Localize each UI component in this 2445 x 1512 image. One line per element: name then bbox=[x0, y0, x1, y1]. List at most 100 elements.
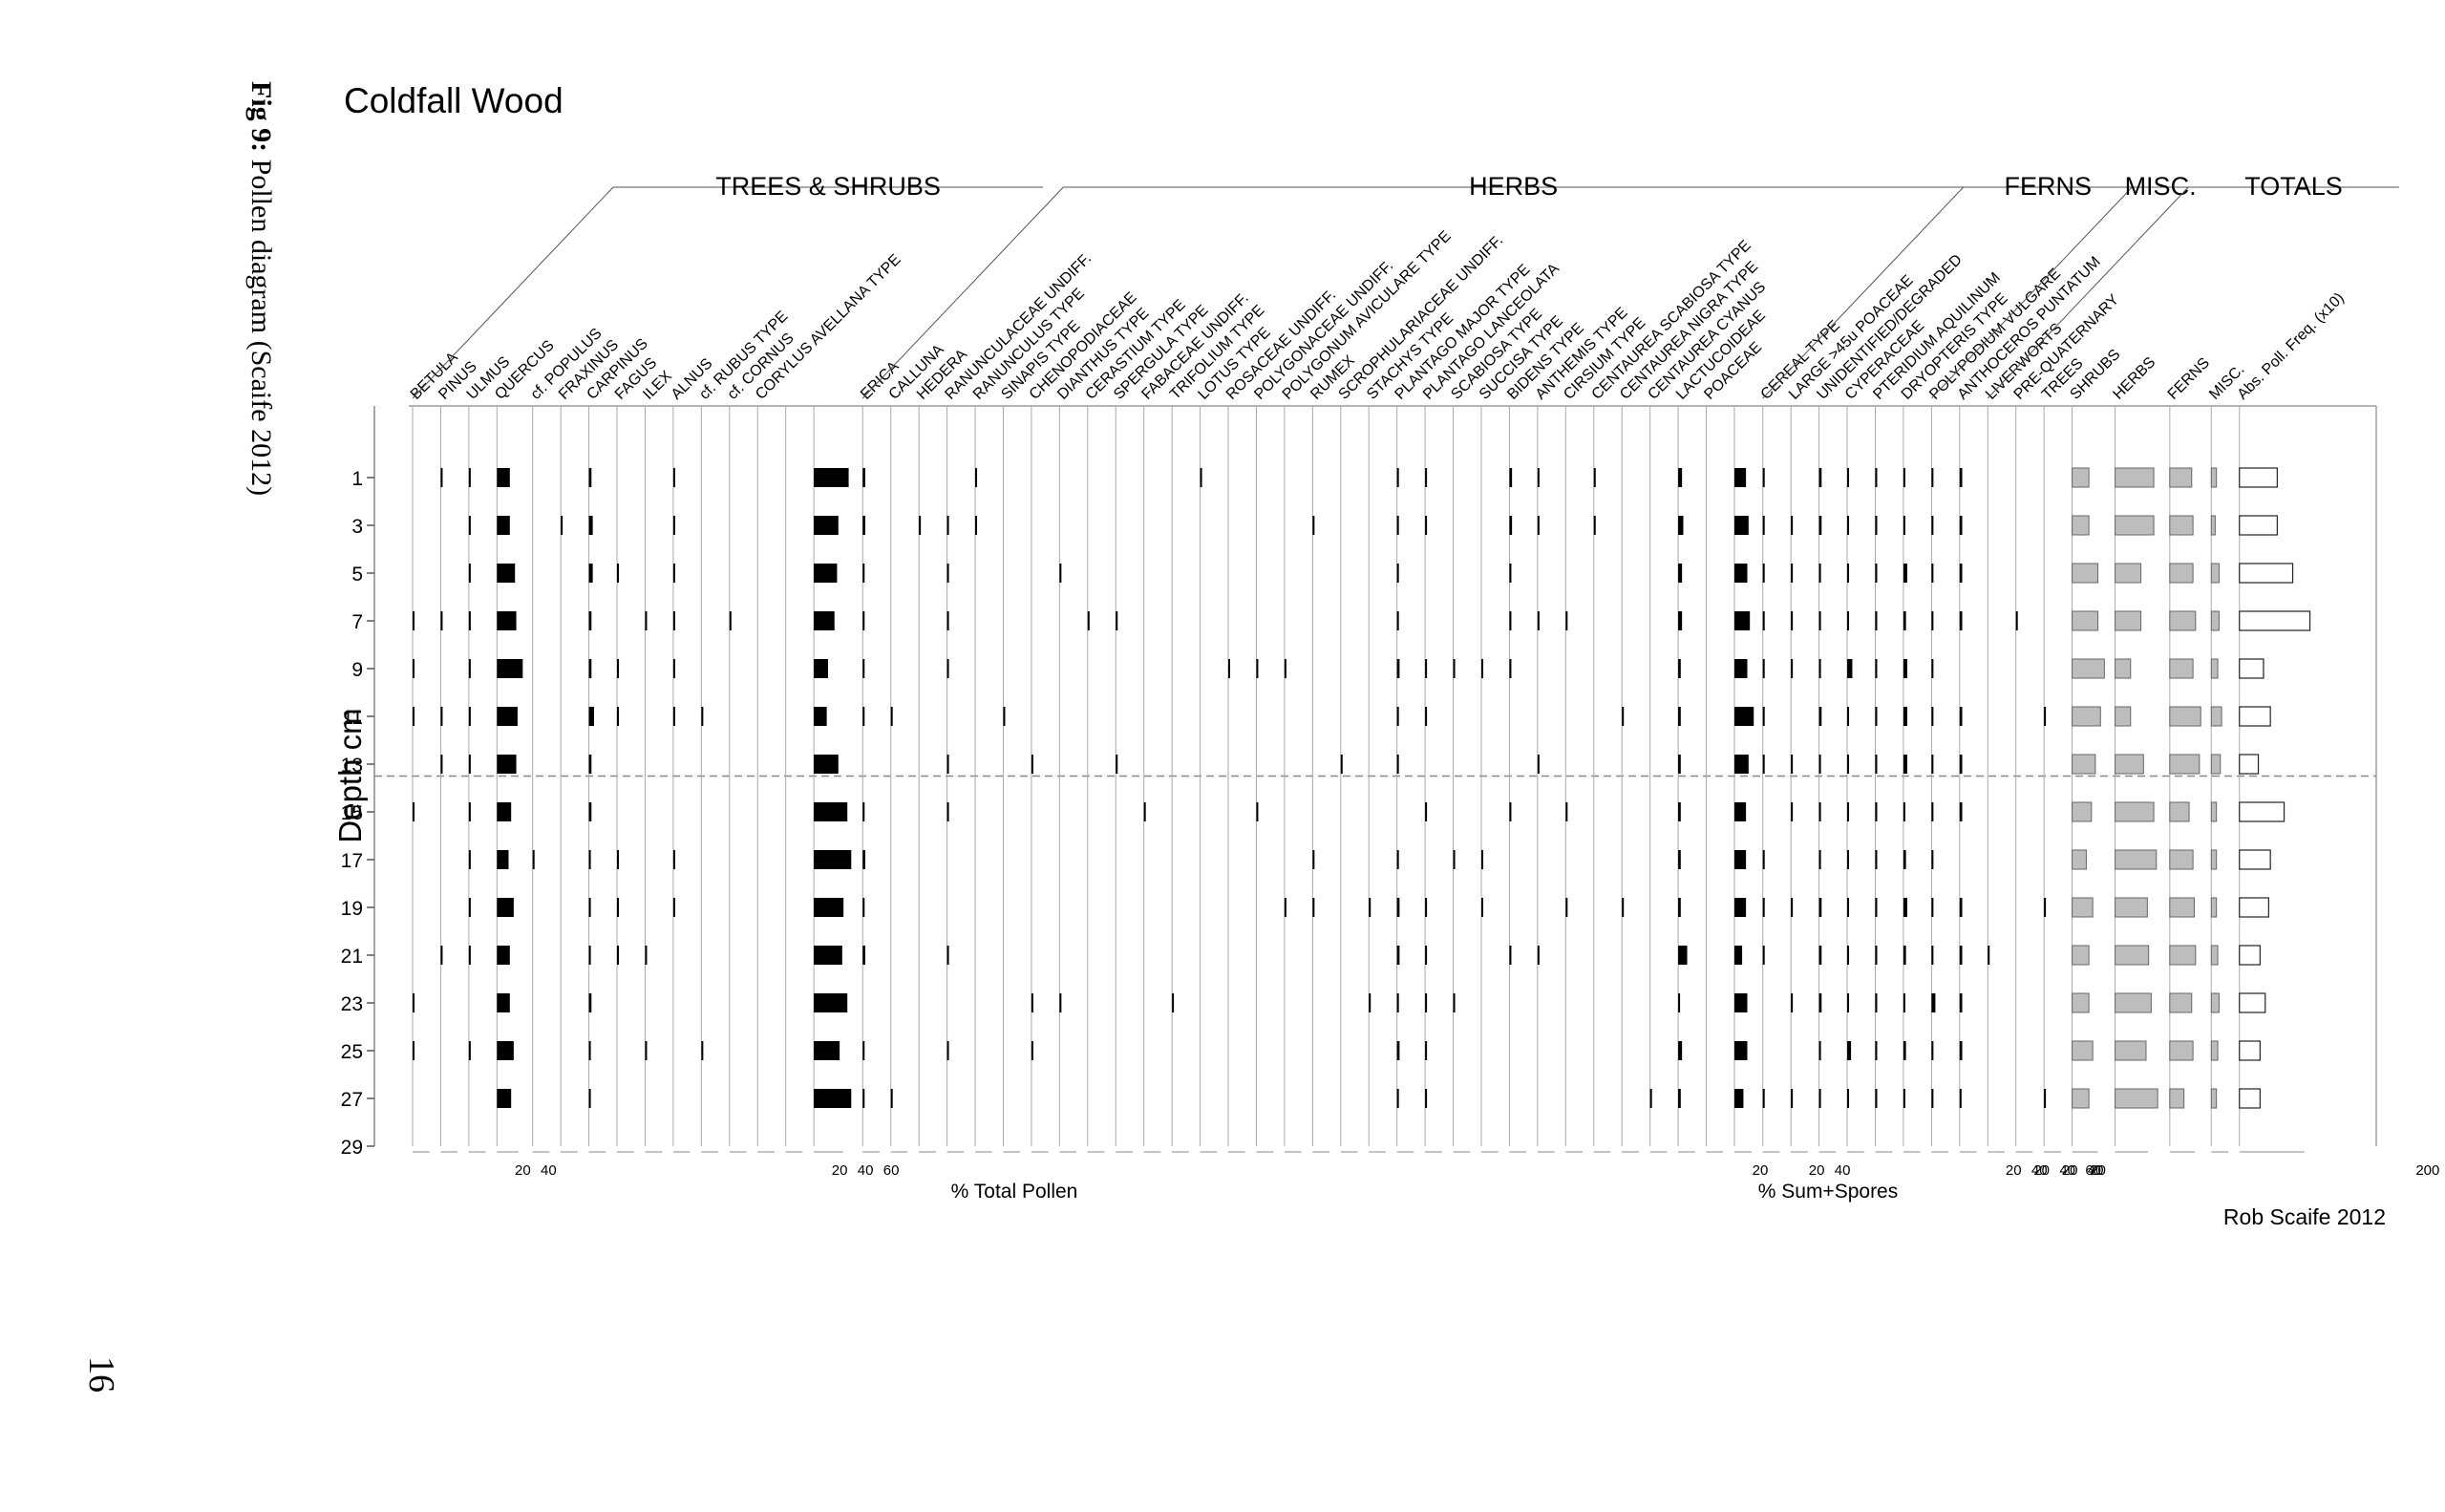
pollen-bar bbox=[617, 707, 620, 726]
pollen-bar bbox=[1959, 755, 1963, 774]
pollen-bar bbox=[862, 659, 865, 678]
pollen-bar bbox=[1875, 1041, 1878, 1060]
pollen-bar bbox=[1425, 898, 1428, 917]
y-tick-label: 25 bbox=[341, 1041, 363, 1063]
x-axis-label-total-pollen: % Total Pollen bbox=[951, 1181, 1078, 1203]
pollen-bar bbox=[588, 659, 592, 678]
pollen-bar bbox=[1762, 516, 1765, 535]
pollen-bar bbox=[1678, 755, 1681, 774]
group-total-bar bbox=[2115, 515, 2155, 536]
pollen-bar bbox=[1678, 802, 1681, 821]
group-total-bar bbox=[2169, 754, 2200, 775]
y-tick-label: 1 bbox=[351, 468, 363, 490]
pollen-bar bbox=[1396, 755, 1399, 774]
pollen-bar bbox=[1875, 468, 1878, 487]
pollen-bar bbox=[1818, 898, 1822, 917]
pollen-bar bbox=[1733, 707, 1754, 726]
pollen-bar bbox=[1791, 564, 1794, 583]
pollen-bar bbox=[645, 946, 648, 965]
pollen-bar bbox=[1396, 611, 1399, 630]
pollen-bar bbox=[1818, 1089, 1821, 1108]
pollen-bar bbox=[1903, 707, 1907, 726]
pollen-bar bbox=[814, 516, 839, 535]
pollen-bar bbox=[1875, 850, 1878, 869]
x-scale-label: 20 bbox=[2062, 1162, 2078, 1179]
pollen-bar bbox=[1847, 659, 1853, 678]
y-tick-label: 9 bbox=[351, 659, 363, 681]
group-total-bar bbox=[2115, 610, 2142, 631]
pollen-bar bbox=[946, 802, 949, 821]
pollen-bar bbox=[1818, 993, 1822, 1012]
x-scale-label: 40 bbox=[2088, 1162, 2104, 1179]
group-total-bar bbox=[2072, 658, 2105, 679]
group-total-bar bbox=[2072, 515, 2090, 536]
pollen-bar bbox=[497, 850, 509, 869]
pollen-bar bbox=[1509, 946, 1512, 965]
pollen-bar bbox=[468, 707, 471, 726]
group-total-bar bbox=[2072, 1040, 2094, 1061]
pollen-bar bbox=[497, 946, 510, 965]
pollen-bar bbox=[1116, 611, 1118, 630]
x-scale-label: 20 bbox=[2006, 1162, 2022, 1179]
pollen-bar bbox=[1762, 611, 1765, 630]
pollen-bar bbox=[468, 802, 471, 821]
y-tick-label: 27 bbox=[341, 1089, 363, 1111]
pollen-bar bbox=[1733, 611, 1751, 630]
pollen-bar bbox=[1509, 468, 1513, 487]
group-total-bar bbox=[2072, 801, 2093, 822]
pollen-bar bbox=[1959, 1089, 1962, 1108]
pollen-bar bbox=[1931, 946, 1934, 965]
pollen-bar bbox=[1931, 1089, 1934, 1108]
pollen-bar bbox=[1762, 564, 1765, 583]
pollen-bar bbox=[1312, 898, 1315, 917]
x-scale-label: 200 bbox=[2415, 1162, 2439, 1179]
pollen-bar bbox=[1003, 707, 1006, 726]
pollen-bar bbox=[1565, 611, 1568, 630]
pollen-bar bbox=[1903, 468, 1905, 487]
pollen-bar bbox=[814, 659, 828, 678]
pollen-bar bbox=[2044, 1089, 2047, 1108]
group-total-bar bbox=[2115, 706, 2132, 727]
pollen-bar bbox=[468, 516, 471, 535]
pollen-bar bbox=[1087, 611, 1090, 630]
pollen-bar bbox=[1678, 611, 1683, 630]
pollen-bar bbox=[1453, 659, 1456, 678]
pollen-bar bbox=[588, 468, 592, 487]
group-total-bar bbox=[2072, 563, 2099, 584]
pollen-bar bbox=[1256, 802, 1259, 821]
group-total-bar bbox=[2169, 849, 2194, 870]
pollen-bar bbox=[946, 755, 949, 774]
pollen-bar bbox=[468, 946, 471, 965]
pollen-bar bbox=[1875, 516, 1878, 535]
pollen-bar bbox=[1903, 1089, 1905, 1108]
pollen-bar bbox=[814, 946, 842, 965]
pollen-bar bbox=[1425, 468, 1428, 487]
pollen-bar bbox=[1425, 1089, 1428, 1108]
pollen-bar bbox=[672, 564, 675, 583]
pollen-bar bbox=[2044, 707, 2047, 726]
group-total-bar bbox=[2210, 1088, 2218, 1109]
pollen-bar bbox=[1678, 993, 1681, 1012]
pollen-bar bbox=[862, 707, 865, 726]
pollen-bar bbox=[1396, 659, 1400, 678]
pollen-bar bbox=[1931, 468, 1934, 487]
pollen-bar bbox=[1959, 946, 1963, 965]
y-axis-label: Depth cm bbox=[332, 708, 368, 842]
pollen-bar bbox=[1931, 755, 1934, 774]
group-total-bar bbox=[2115, 658, 2132, 679]
pollen-bar bbox=[497, 755, 517, 774]
pollen-bar bbox=[617, 564, 620, 583]
pollen-bar bbox=[1453, 993, 1456, 1012]
pollen-bar bbox=[1537, 946, 1540, 965]
group-bracket-left bbox=[861, 186, 1064, 399]
pollen-bar bbox=[890, 707, 893, 726]
pollen-bar bbox=[497, 1041, 514, 1060]
pollen-bar bbox=[672, 707, 675, 726]
group-total-bar bbox=[2169, 1088, 2185, 1109]
pollen-bar bbox=[1818, 755, 1821, 774]
pollen-bar bbox=[919, 516, 922, 535]
pollen-bar bbox=[1791, 802, 1794, 821]
pollen-bar bbox=[1847, 755, 1850, 774]
pollen-bar bbox=[1116, 755, 1118, 774]
group-total-bar bbox=[2115, 849, 2158, 870]
